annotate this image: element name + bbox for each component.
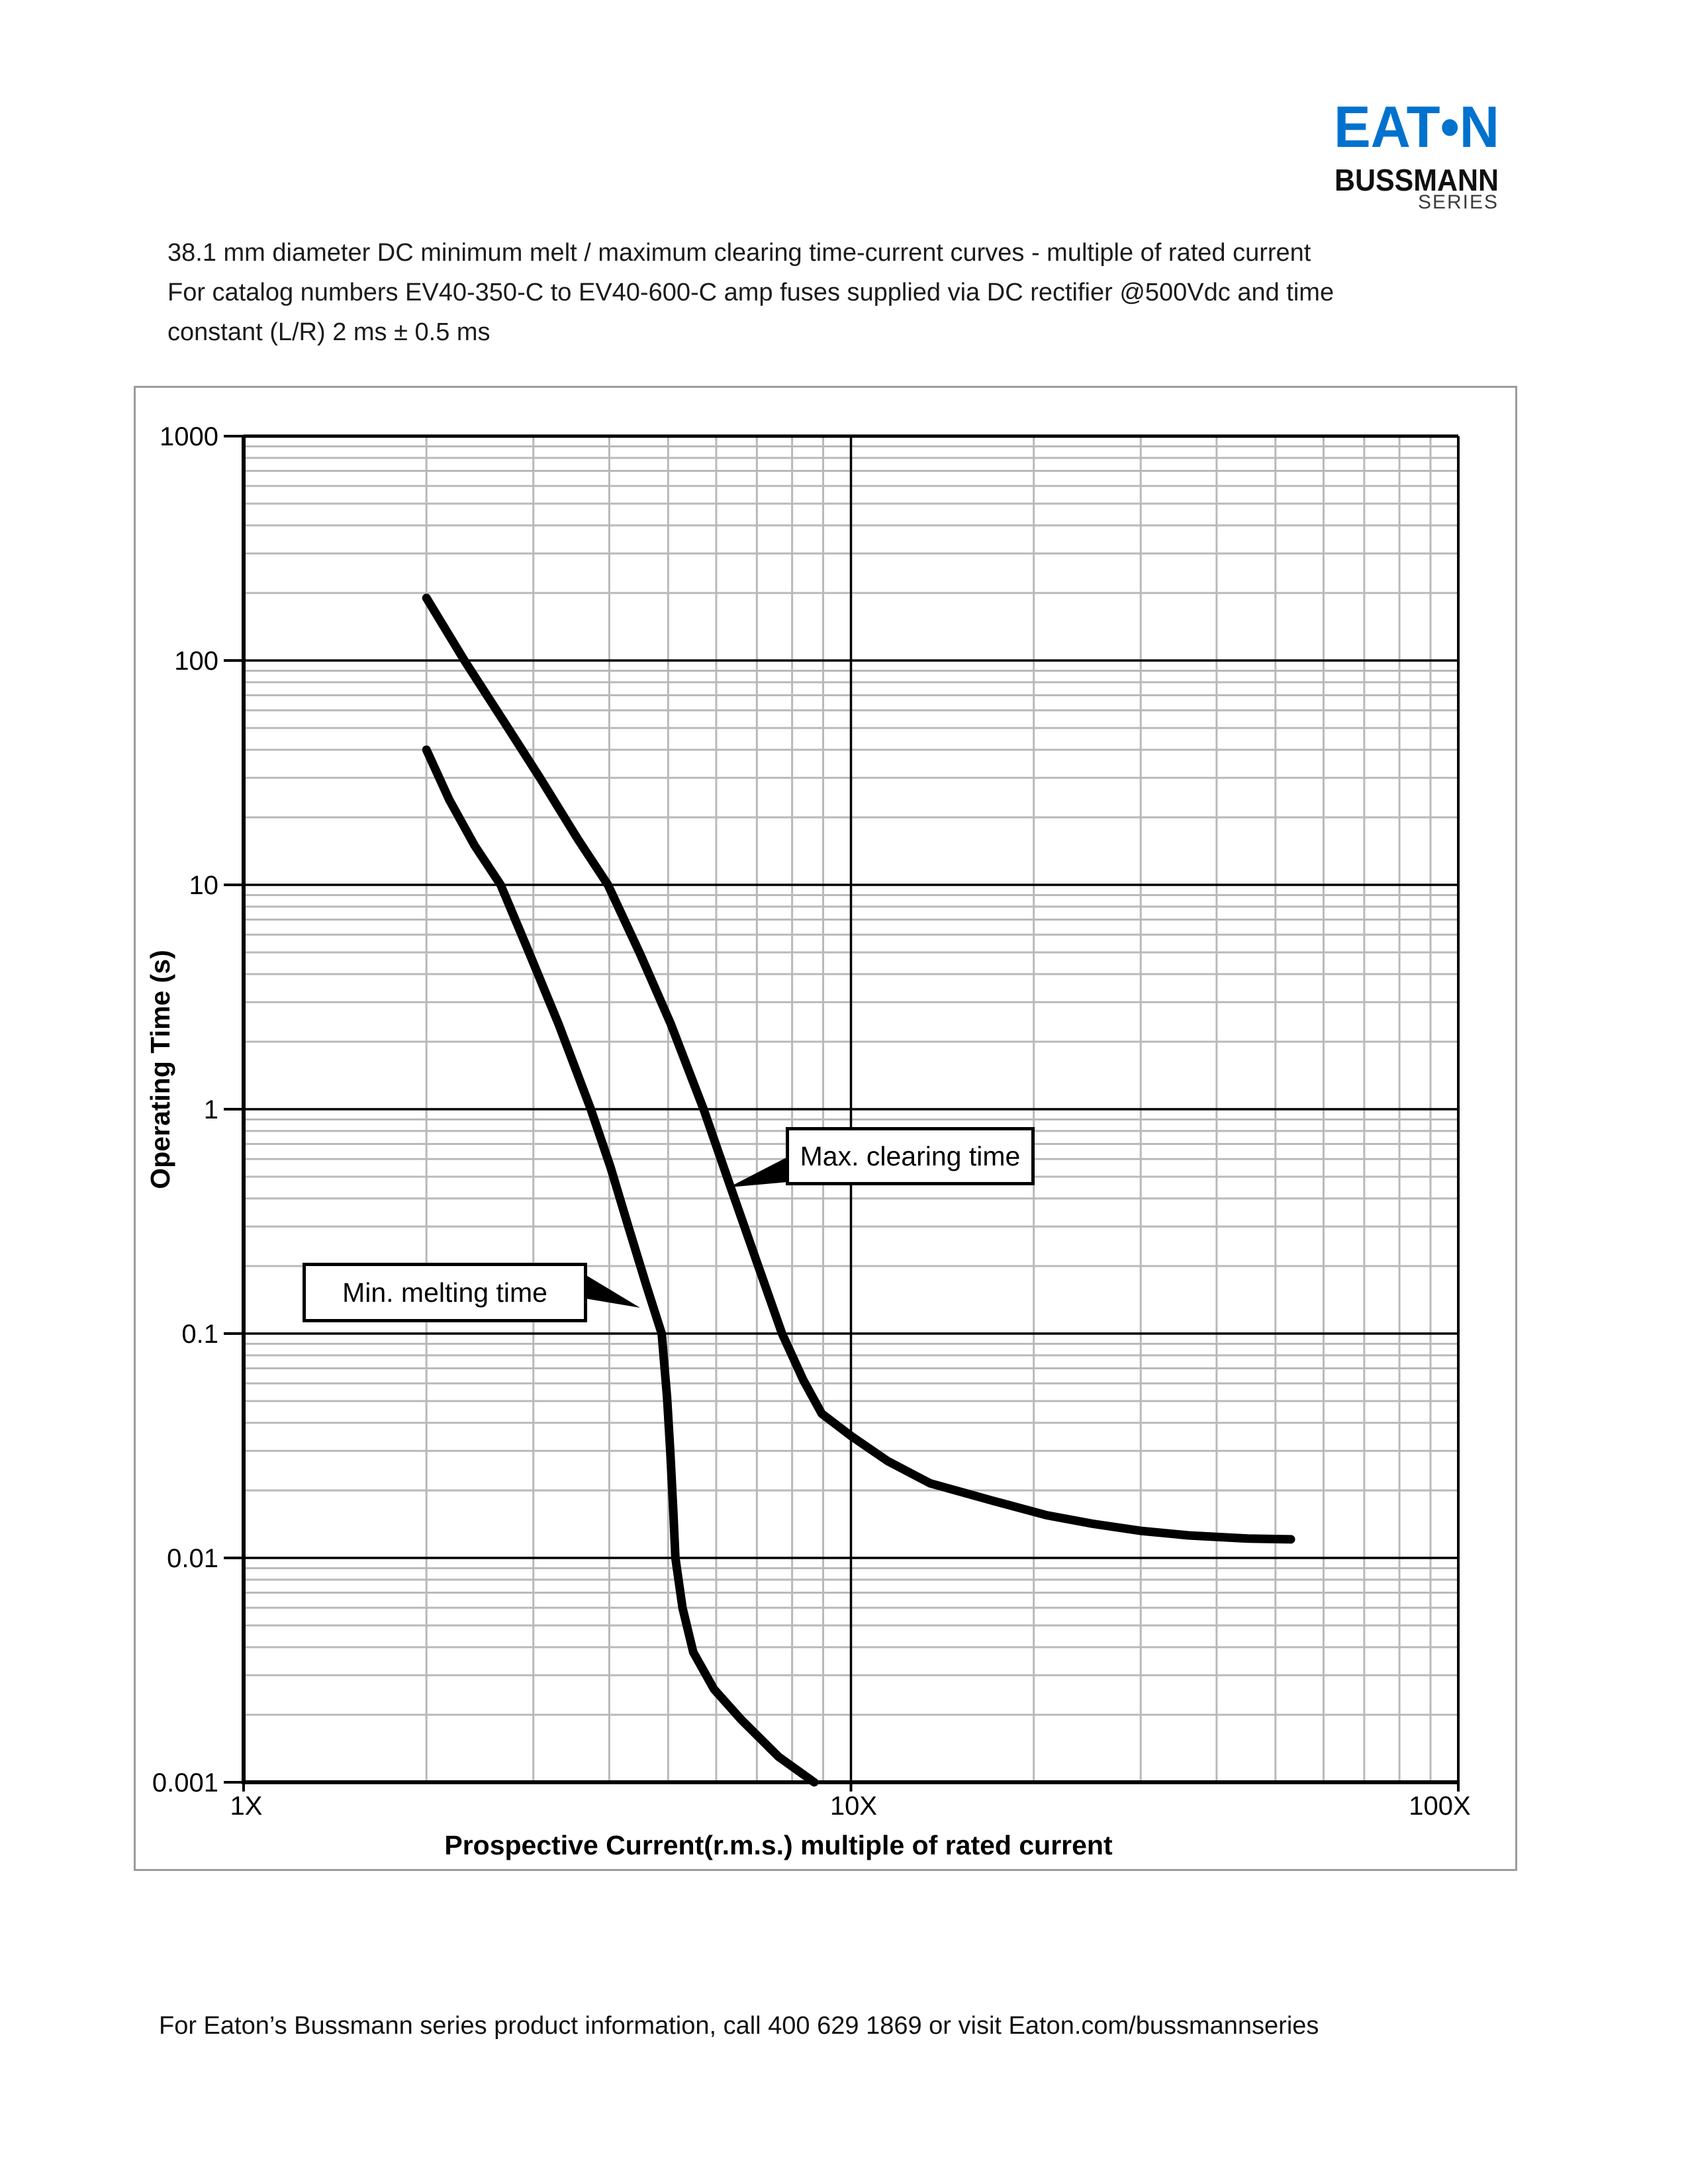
title-line-3: constant (L/R) 2 ms ± 0.5 ms <box>167 318 491 346</box>
title-line-2: For catalog numbers EV40-350-C to EV40-6… <box>167 279 1335 306</box>
title-line-1: 38.1 mm diameter DC minimum melt / maxim… <box>167 239 1311 267</box>
series-label: SERIES <box>1418 191 1499 213</box>
eaton-logo-canvas: EAT•N BUSSMANN SERIES <box>1334 94 1499 213</box>
eaton-wordmark: EAT•N <box>1334 99 1499 159</box>
max-clearing-time-label: Max. clearing time <box>800 1140 1021 1171</box>
footer-text: For Eaton’s Bussmann series product info… <box>159 2012 1319 2040</box>
min-melting-time-callout: Min. melting time <box>303 1263 587 1322</box>
eaton-bussmann-logo: EAT•N BUSSMANN SERIES <box>1332 94 1501 213</box>
max-clearing-time-callout: Max. clearing time <box>786 1127 1035 1185</box>
chart-title-block: 38.1 mm diameter DC minimum melt / maxim… <box>167 233 1458 352</box>
min-melting-time-label: Min. melting time <box>342 1277 547 1308</box>
bussmann-label: BUSSMANN <box>1335 163 1499 197</box>
